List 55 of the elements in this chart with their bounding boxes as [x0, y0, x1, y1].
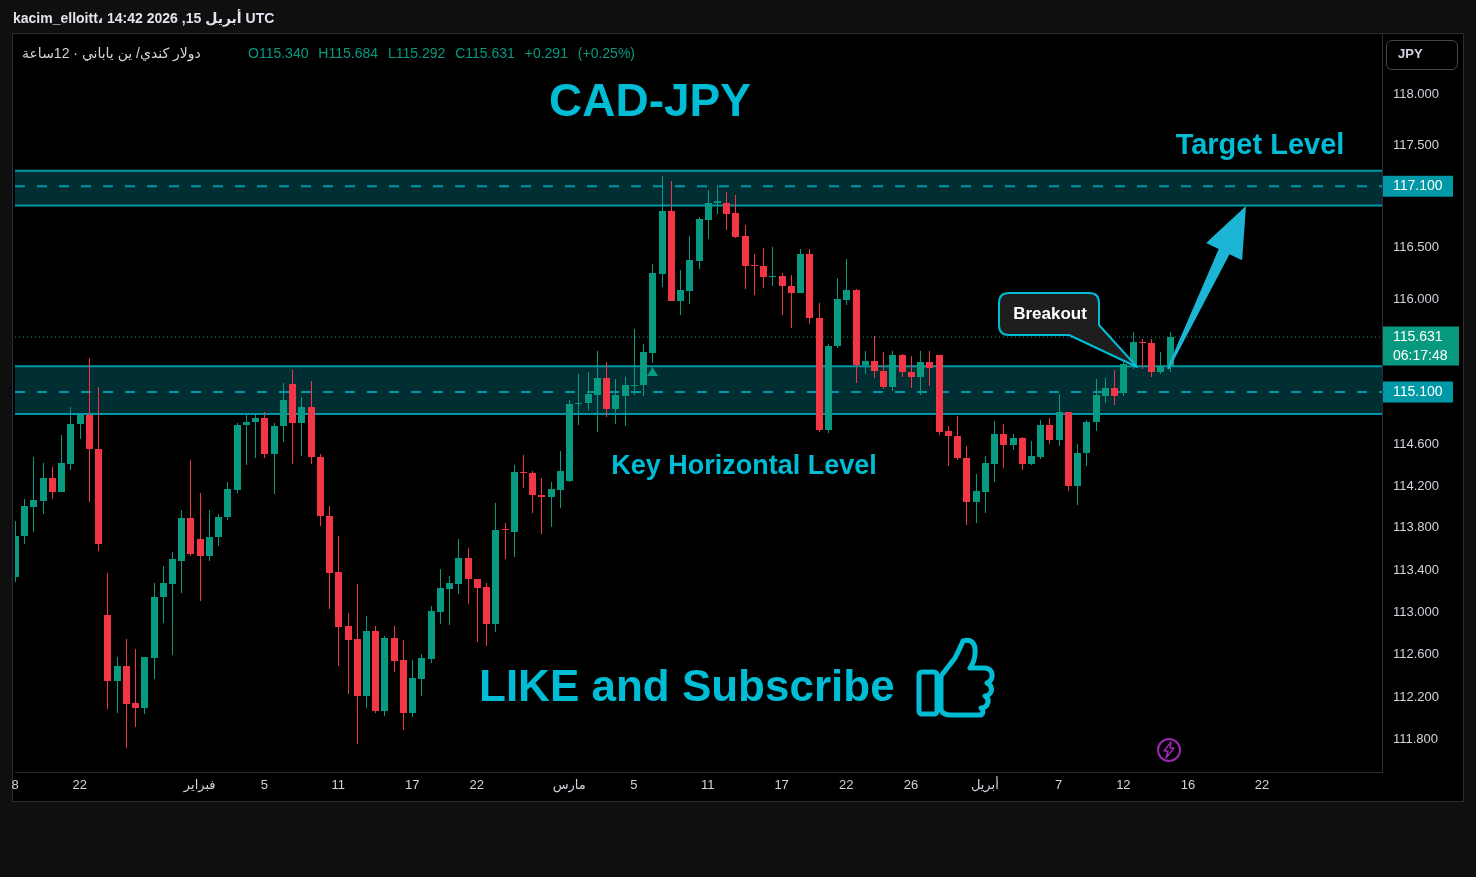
candlestick: [575, 374, 582, 425]
ref-line-label: 117.100: [1393, 177, 1443, 194]
x-tick-label: فبراير: [182, 777, 216, 794]
candlestick: [751, 254, 758, 295]
x-tick-label: 5: [260, 777, 268, 793]
y-tick-label: 114.200: [1393, 477, 1440, 493]
y-tick-label: 113.800: [1393, 519, 1440, 535]
x-tick-label: 7: [1055, 777, 1063, 793]
y-tick-label: 112.200: [1393, 688, 1440, 704]
x-tick-label: 26: [903, 777, 919, 793]
annotation: LIKE and Subscribe: [479, 660, 895, 712]
candlestick: [520, 455, 527, 488]
band-label: Target Level: [1175, 128, 1345, 162]
x-tick-label: 22: [72, 777, 87, 793]
x-tick-label: 11: [700, 777, 715, 793]
x-tick-label: مارس: [552, 777, 586, 794]
candlestick: [1139, 339, 1146, 369]
x-tick-label: 22: [839, 777, 854, 793]
y-tick-label: 114.600: [1393, 435, 1440, 451]
y-tick-label: 111.800: [1393, 731, 1439, 747]
x-tick-label: 22: [469, 777, 485, 793]
y-tick-label: 113.000: [1393, 603, 1440, 619]
annotation: O115.340 H115.684 L115.292 C115.631 +0.291 (+0.25%): [248, 45, 636, 62]
y-tick-label: 113.400: [1393, 561, 1440, 577]
candlestick: [538, 478, 545, 534]
candlestick: [502, 523, 509, 559]
text: JPY: [1398, 46, 1423, 62]
y-tick-label: 117.500: [1393, 136, 1440, 152]
x-tick-label: 12: [1116, 777, 1131, 793]
ref-line-label: 115.100: [1393, 382, 1443, 399]
x-tick-label: 22: [1254, 777, 1270, 793]
x-tick-label: 5: [630, 777, 638, 793]
x-tick-label: 17: [404, 777, 420, 793]
candlestick: [243, 415, 250, 465]
y-tick-label: 118.000: [1393, 86, 1440, 102]
x-tick-label: 16: [1180, 777, 1196, 793]
text: kacim_elloitt، أبريل 15, 2026 14:42 UTC: [13, 10, 275, 27]
candlestick: [714, 185, 721, 214]
candlestick: [769, 247, 776, 286]
candlestick: [132, 649, 139, 727]
y-tick-label: 116.000: [1393, 290, 1440, 306]
annotation: Breakout: [1013, 304, 1087, 324]
x-tick-label: 11: [331, 777, 346, 793]
ref-line-label: 115.631: [1393, 327, 1443, 344]
candlestick: [252, 415, 259, 458]
band-label: Key Horizontal Level: [611, 450, 877, 482]
x-tick-label: 17: [774, 777, 789, 793]
x-tick-label: 8: [11, 777, 19, 793]
text: 06:17:48: [1393, 347, 1448, 364]
candlestick: [30, 457, 37, 532]
text: CAD-JPY: [549, 73, 751, 127]
x-tick-label: أبريل: [970, 776, 999, 794]
y-tick-label: 112.600: [1393, 646, 1440, 662]
annotation: دولار كندي/ ين ياباني · 12ساعة: [22, 45, 201, 62]
y-tick-label: 116.500: [1393, 239, 1440, 255]
